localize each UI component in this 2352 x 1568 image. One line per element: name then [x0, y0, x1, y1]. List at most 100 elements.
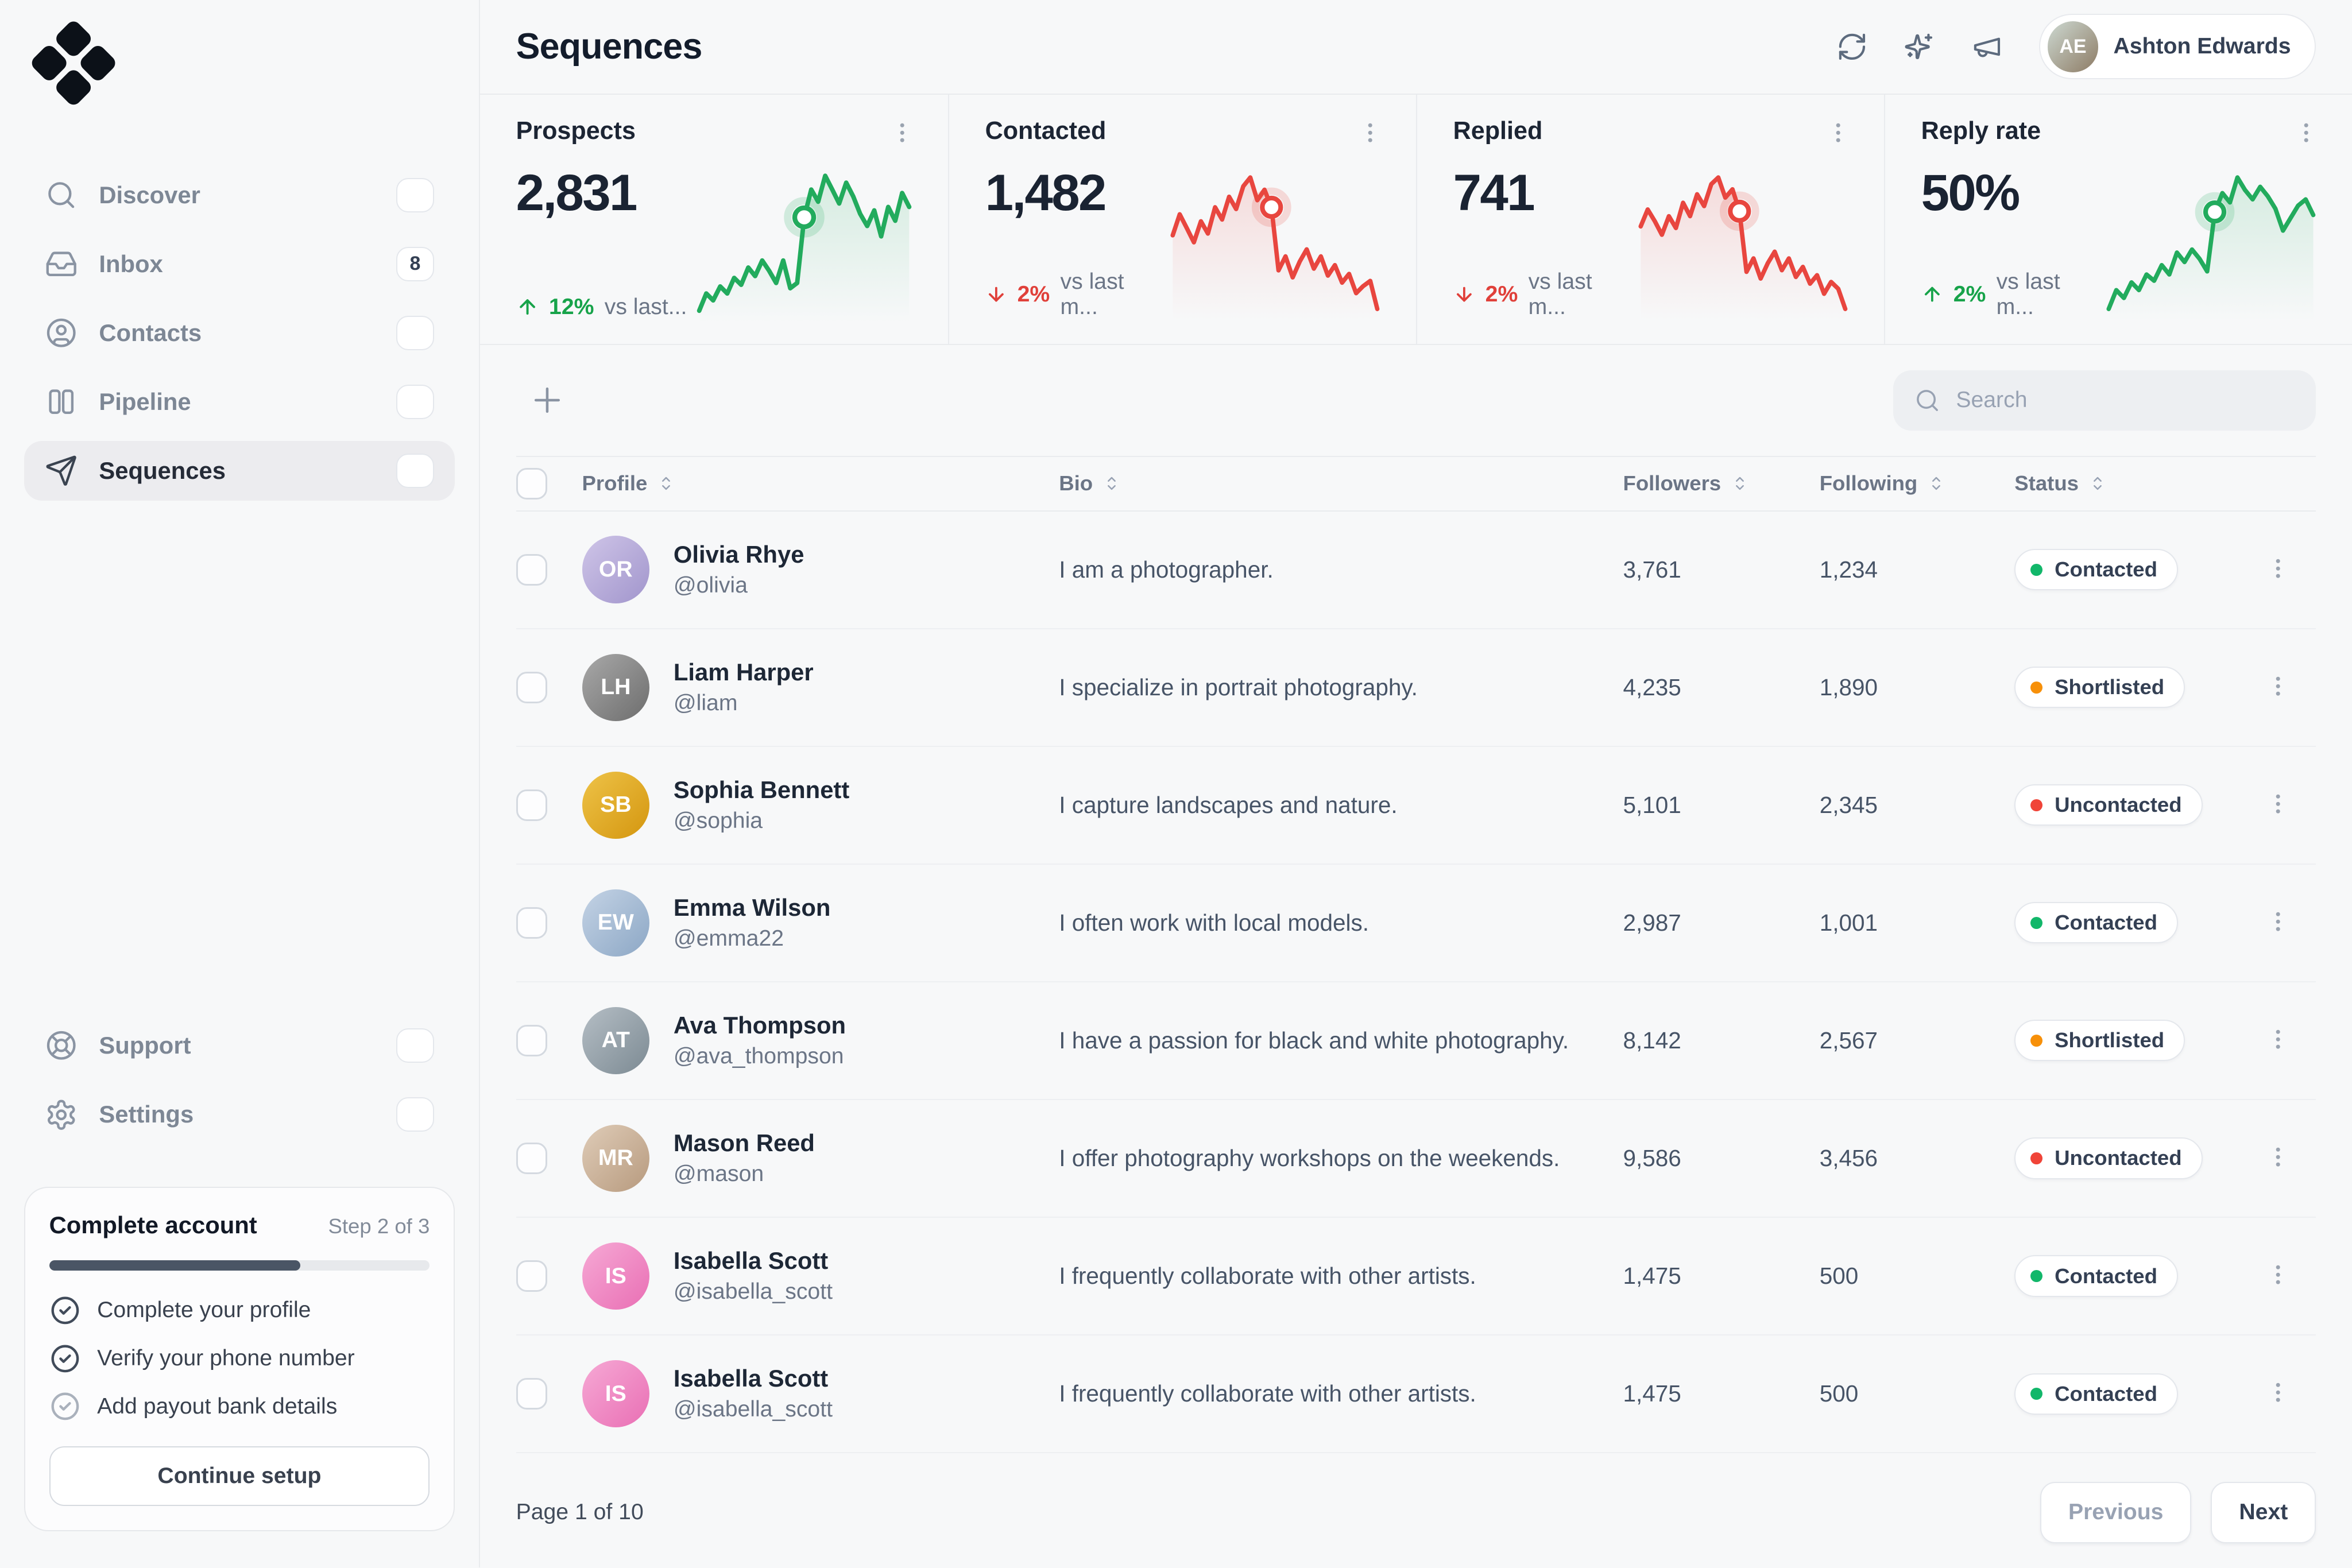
- status-badge: Contacted: [2014, 1255, 2178, 1297]
- column-header-profile[interactable]: Profile: [582, 471, 1059, 495]
- row-checkbox[interactable]: [516, 907, 548, 939]
- row-checkbox[interactable]: [516, 1260, 548, 1292]
- row-checkbox[interactable]: [516, 671, 548, 703]
- prospect-bio: I frequently collaborate with other arti…: [1059, 1380, 1476, 1407]
- kebab-icon: [2276, 1265, 2280, 1284]
- sidebar-item-discover[interactable]: Discover: [24, 165, 455, 224]
- user-avatar: AE: [2047, 21, 2099, 72]
- next-page-button[interactable]: Next: [2211, 1481, 2316, 1543]
- sidebar-item-contacts[interactable]: Contacts: [24, 303, 455, 363]
- kebab-icon: [900, 123, 904, 142]
- row-checkbox[interactable]: [516, 789, 548, 821]
- stat-value: 1,482: [985, 164, 1107, 221]
- refresh-button[interactable]: [1836, 31, 1868, 63]
- table-row: OR Olivia Rhye @olivia I am a photograph…: [516, 512, 2316, 629]
- status-dot-icon: [2030, 1034, 2043, 1047]
- row-menu-button[interactable]: [2262, 1141, 2293, 1173]
- checklist-item-label: Complete your profile: [97, 1298, 311, 1323]
- following-count: 3,456: [1819, 1144, 1878, 1171]
- status-badge: Contacted: [2014, 549, 2178, 591]
- user-menu[interactable]: AE Ashton Edwards: [2038, 14, 2316, 80]
- account-card-step: Step 2 of 3: [328, 1214, 430, 1238]
- arrow-down-icon: [988, 287, 1004, 302]
- prospect-bio: I offer photography workshops on the wee…: [1059, 1144, 1560, 1171]
- app-logo[interactable]: [25, 18, 122, 117]
- checklist-item-label: Add payout bank details: [97, 1393, 338, 1419]
- prospect-handle: @ava_thompson: [673, 1044, 844, 1069]
- row-menu-button[interactable]: [2262, 670, 2293, 702]
- followers-count: 8,142: [1623, 1027, 1681, 1054]
- kebab-icon: [2304, 123, 2308, 142]
- following-count: 2,567: [1819, 1027, 1878, 1054]
- followers-count: 3,761: [1623, 556, 1681, 583]
- following-count: 1,001: [1819, 909, 1878, 936]
- row-checkbox[interactable]: [516, 1143, 548, 1174]
- row-menu-button[interactable]: [2262, 788, 2293, 820]
- plus-icon: [535, 388, 560, 413]
- sort-icon: [1107, 477, 1116, 490]
- setup-checklist-item: Verify your phone number: [49, 1343, 430, 1375]
- column-header-followers[interactable]: Followers: [1623, 471, 1819, 495]
- prospect-name: Emma Wilson: [673, 893, 831, 921]
- stat-menu-button[interactable]: [887, 117, 918, 149]
- add-prospect-button[interactable]: [522, 375, 573, 426]
- sidebar-item-inbox[interactable]: Inbox 8: [24, 234, 455, 293]
- announcements-button[interactable]: [1971, 31, 2003, 63]
- column-header-bio[interactable]: Bio: [1059, 471, 1623, 495]
- avatar: EW: [582, 889, 650, 957]
- prospect-name: Isabella Scott: [673, 1364, 829, 1392]
- prospects-table: Profile Bio Followers Following Status O…: [480, 456, 2352, 1458]
- row-checkbox[interactable]: [516, 1025, 548, 1056]
- row-menu-button[interactable]: [2262, 906, 2293, 938]
- column-header-status[interactable]: Status: [2014, 471, 2262, 495]
- prospect-handle: @olivia: [673, 573, 748, 598]
- stat-card: Reply rate 50% 2% vs last m...: [1883, 94, 2352, 344]
- setup-checklist-item: Add payout bank details: [49, 1391, 430, 1422]
- table-row: EW Emma Wilson @emma22 I often work with…: [516, 865, 2316, 982]
- sidebar-item-pipeline[interactable]: Pipeline: [24, 372, 455, 432]
- avatar: IS: [582, 1360, 650, 1428]
- previous-page-button[interactable]: Previous: [2040, 1481, 2192, 1543]
- sidebar-footer-nav: Support Settings: [24, 1016, 455, 1145]
- kebab-icon: [2276, 559, 2280, 578]
- prospect-bio: I frequently collaborate with other arti…: [1059, 1263, 1476, 1290]
- column-header-following[interactable]: Following: [1820, 471, 2015, 495]
- inbox-count-badge: [396, 315, 434, 350]
- kebab-icon: [2276, 676, 2280, 696]
- following-count: 2,345: [1819, 791, 1878, 818]
- prospect-bio: I capture landscapes and nature.: [1059, 791, 1398, 818]
- sidebar-item-support[interactable]: Support: [24, 1016, 455, 1075]
- following-count: 1,890: [1819, 673, 1878, 700]
- status-dot-icon: [2030, 916, 2043, 929]
- sidebar-item-settings[interactable]: Settings: [24, 1085, 455, 1144]
- select-all-checkbox[interactable]: [516, 467, 548, 500]
- inbox-count-badge: [396, 177, 434, 212]
- row-menu-button[interactable]: [2262, 1259, 2293, 1291]
- search-input[interactable]: [1956, 388, 2295, 413]
- continue-setup-button[interactable]: Continue setup: [49, 1446, 430, 1507]
- search-box: [1893, 370, 2316, 431]
- stat-menu-button[interactable]: [1823, 117, 1854, 149]
- arrow-down-icon: [1456, 287, 1472, 302]
- circle-check-icon: [51, 1345, 79, 1372]
- sidebar-item-sequences[interactable]: Sequences: [24, 440, 455, 501]
- prospect-name: Liam Harper: [673, 658, 814, 686]
- row-menu-button[interactable]: [2262, 552, 2293, 584]
- sidebar-item-label: Sequences: [99, 457, 226, 485]
- row-checkbox[interactable]: [516, 1378, 548, 1410]
- status-dot-icon: [2030, 1152, 2043, 1164]
- ai-assist-button[interactable]: [1904, 31, 1935, 63]
- stat-menu-button[interactable]: [2291, 117, 2322, 149]
- table-header-row: Profile Bio Followers Following Status: [516, 456, 2316, 512]
- avatar: AT: [582, 1006, 650, 1075]
- account-card-title: Complete account: [49, 1211, 257, 1239]
- stat-value: 741: [1453, 164, 1535, 221]
- row-checkbox[interactable]: [516, 553, 548, 586]
- stat-menu-button[interactable]: [1355, 117, 1386, 149]
- row-menu-button[interactable]: [2262, 1024, 2293, 1055]
- table-row: MR Mason Reed @mason I offer photography…: [516, 1100, 2316, 1218]
- prospect-bio: I am a photographer.: [1059, 556, 1274, 583]
- row-menu-button[interactable]: [2262, 1377, 2293, 1408]
- prospect-name: Mason Reed: [673, 1129, 815, 1156]
- setup-checklist-item: Complete your profile: [49, 1295, 430, 1326]
